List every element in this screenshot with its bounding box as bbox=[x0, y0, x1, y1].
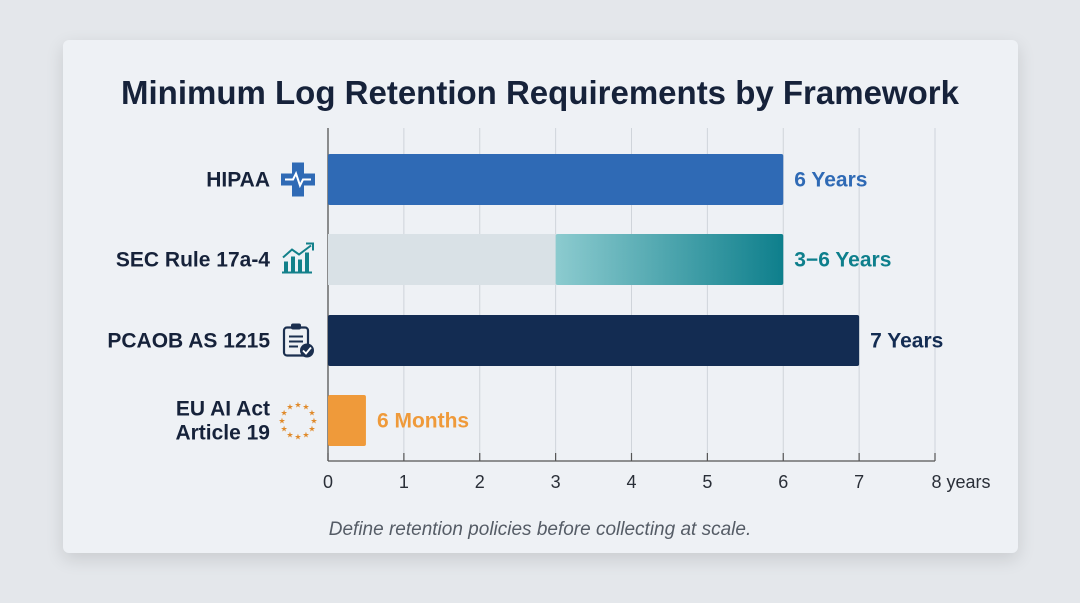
svg-text:★: ★ bbox=[308, 425, 315, 434]
tick-label: 5 bbox=[702, 472, 712, 492]
medical-cross-heartbeat-icon bbox=[281, 162, 315, 197]
category-label: EU AI Act bbox=[176, 398, 270, 421]
svg-text:★: ★ bbox=[278, 417, 285, 426]
tick-label: 6 bbox=[778, 472, 788, 492]
data-label: 3−6 Years bbox=[794, 249, 891, 272]
bar bbox=[328, 154, 784, 205]
tick-label: 0 bbox=[323, 472, 333, 492]
svg-text:★: ★ bbox=[294, 401, 301, 410]
category-label: SEC Rule 17a-4 bbox=[116, 249, 270, 272]
tick-label: 7 bbox=[854, 472, 864, 492]
eu-stars-icon: ★ ★★★★★★★★★★★ bbox=[278, 401, 317, 442]
tick-label: 1 bbox=[399, 472, 409, 492]
category-label: PCAOB AS 1215 bbox=[107, 330, 270, 353]
bar bbox=[555, 234, 784, 285]
bar bbox=[328, 395, 366, 446]
svg-text:★: ★ bbox=[302, 430, 309, 439]
category-label: Article 19 bbox=[175, 422, 270, 445]
svg-text:★: ★ bbox=[302, 403, 309, 412]
data-label: 6 Months bbox=[377, 410, 469, 433]
svg-text:★: ★ bbox=[308, 409, 315, 418]
tick-label: 2 bbox=[475, 472, 485, 492]
svg-text:★: ★ bbox=[286, 403, 293, 412]
data-label: 7 Years bbox=[870, 330, 943, 353]
tick-label: 3 bbox=[551, 472, 561, 492]
chart-title: Minimum Log Retention Requirements by Fr… bbox=[121, 74, 960, 111]
svg-text:★: ★ bbox=[281, 409, 288, 418]
svg-text:★: ★ bbox=[286, 430, 293, 439]
tick-label: 4 bbox=[626, 472, 636, 492]
growth-chart-icon bbox=[282, 242, 314, 274]
svg-text:★: ★ bbox=[294, 433, 301, 442]
svg-text:★: ★ bbox=[310, 417, 317, 426]
bar-range-base bbox=[328, 234, 556, 285]
bar bbox=[328, 315, 860, 366]
footnote: Define retention policies before collect… bbox=[329, 519, 751, 540]
svg-text:★: ★ bbox=[281, 425, 288, 434]
tick-label: 8 years bbox=[931, 472, 990, 492]
clipboard-check-icon bbox=[282, 323, 314, 358]
category-label: HIPAA bbox=[206, 169, 270, 192]
data-label: 6 Years bbox=[794, 169, 867, 192]
